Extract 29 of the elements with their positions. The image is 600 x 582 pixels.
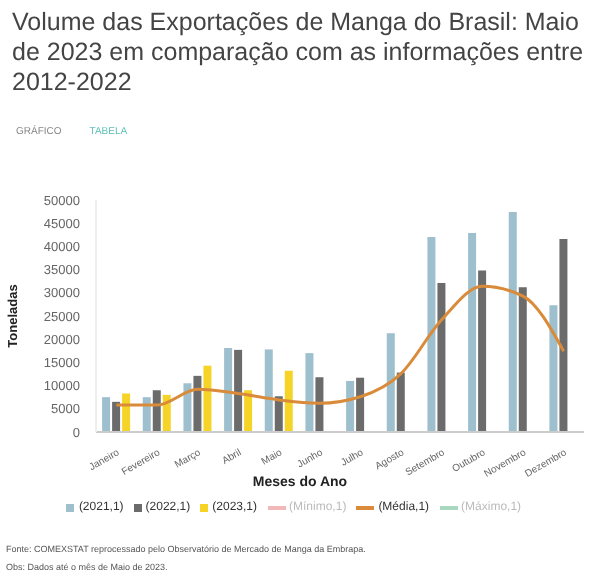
bar [193,375,202,432]
bar [437,283,446,432]
bar [264,349,273,432]
bar [356,377,365,432]
bar [427,237,436,432]
chart-title: Volume das Exportações de Manga do Brasil: Maio de 2023 em comparação com as informações entre 2012-2022 [10,6,586,98]
bar [102,397,111,432]
bar [122,393,131,432]
line-series [114,284,566,407]
bar [183,383,192,432]
bar [346,380,355,432]
bar [244,390,253,432]
bar [234,349,243,432]
bar [518,287,527,432]
bar [468,232,477,432]
bar [549,305,558,432]
bar [559,238,568,432]
bar [315,377,324,432]
bar [274,396,283,432]
bar [478,270,487,432]
bar [284,370,293,432]
bar [152,390,161,432]
bar [386,333,395,432]
bar [508,212,517,432]
bar [305,353,314,432]
bar [203,365,212,432]
bar [396,372,405,432]
bar [224,348,233,432]
bar [112,401,121,432]
